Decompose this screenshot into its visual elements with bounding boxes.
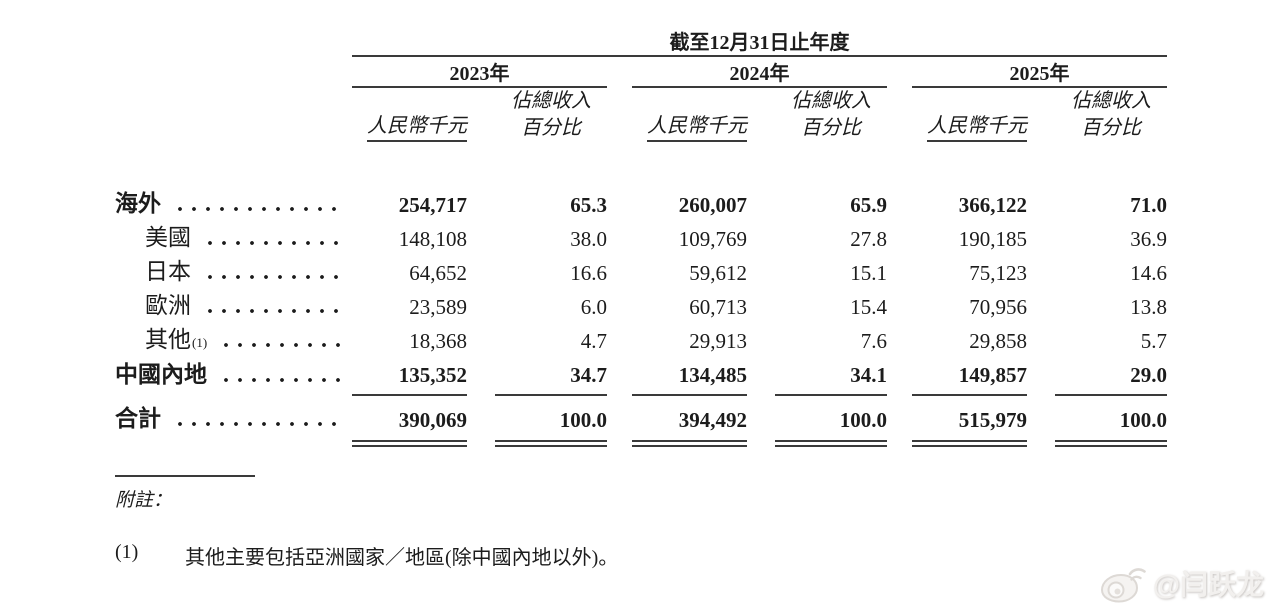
revenue-by-region-table: 截至12月31日止年度 2023年 2024年 2025年 人民幣千元 佔總收入… [115, 26, 1168, 447]
percent-column-header: 佔總收入 百分比 [791, 90, 871, 139]
note-text: 其他主要包括亞洲國家／地區(除中國內地以外)。 [185, 546, 619, 569]
watermark: @闫跃龙 [1099, 562, 1264, 604]
row-label: 海外 [115, 191, 161, 216]
amount-column-header: 人民幣千元 [352, 87, 467, 142]
table-row-usa: 美國 148,108 38.0 109,769 27.8 190,185 36.… [115, 218, 1167, 252]
table-title: 截至12月31日止年度 [352, 26, 1168, 57]
row-label: 歐洲 [145, 293, 191, 318]
financial-table-section: 截至12月31日止年度 2023年 2024年 2025年 人民幣千元 佔總收入… [115, 26, 1168, 570]
row-label: 中國內地 [115, 362, 207, 387]
weibo-icon [1099, 562, 1147, 604]
notes-section: 附註： (1) 其他主要包括亞洲國家／地區(除中國內地以外)。 [115, 474, 1167, 570]
dot-leader [203, 274, 346, 280]
watermark-handle: @闫跃龙 [1152, 569, 1264, 600]
year-header-row: 2023年 2024年 2025年 [115, 56, 1168, 88]
percent-column-header: 佔總收入 百分比 [1071, 90, 1152, 139]
dot-leader [173, 421, 346, 427]
table-row-japan: 日本 64,652 16.6 59,612 15.1 75,123 14.6 [115, 252, 1167, 286]
year-header-2024: 2024年 [632, 56, 887, 88]
table-row-europe: 歐洲 23,589 6.0 60,713 15.4 70,956 13.8 [115, 286, 1167, 320]
dot-leader [219, 377, 346, 383]
row-label: 合計 [115, 406, 161, 431]
table-row-mainland-china: 中國內地 135,352 34.7 134,485 34.1 149,857 2… [115, 354, 1168, 396]
amount-column-header: 人民幣千元 [912, 87, 1027, 142]
percent-column-header: 佔總收入 百分比 [511, 90, 591, 139]
dot-leader [203, 240, 346, 246]
note-marker: (1) [115, 540, 139, 563]
table-row-others: 其他 (1) 18,368 4.7 29,913 7.6 29,858 5.7 [115, 320, 1167, 354]
table-row-total: 合計 390,069 100.0 394,492 100.0 515,979 1… [115, 395, 1168, 447]
year-header-2025: 2025年 [912, 56, 1168, 88]
row-label: 其他 [145, 327, 191, 352]
notes-divider [115, 474, 255, 477]
amount-column-header: 人民幣千元 [632, 87, 747, 142]
year-header-2023: 2023年 [352, 56, 607, 88]
table-title-row: 截至12月31日止年度 [115, 26, 1168, 57]
dot-leader [203, 308, 346, 314]
table-row-overseas: 海外 254,717 65.3 260,007 65.9 366,122 71.… [115, 184, 1167, 218]
dot-leader [173, 206, 346, 212]
row-label: 美國 [145, 225, 191, 250]
dot-leader [219, 342, 346, 348]
note-item: (1) 其他主要包括亞洲國家／地區(除中國內地以外)。 [115, 541, 1167, 570]
row-label: 日本 [145, 259, 191, 284]
column-header-row: 人民幣千元 佔總收入 百分比 人民幣千元 佔總收入 百分比 人民幣千元 佔總收入… [115, 87, 1167, 142]
notes-heading: 附註： [115, 489, 173, 511]
